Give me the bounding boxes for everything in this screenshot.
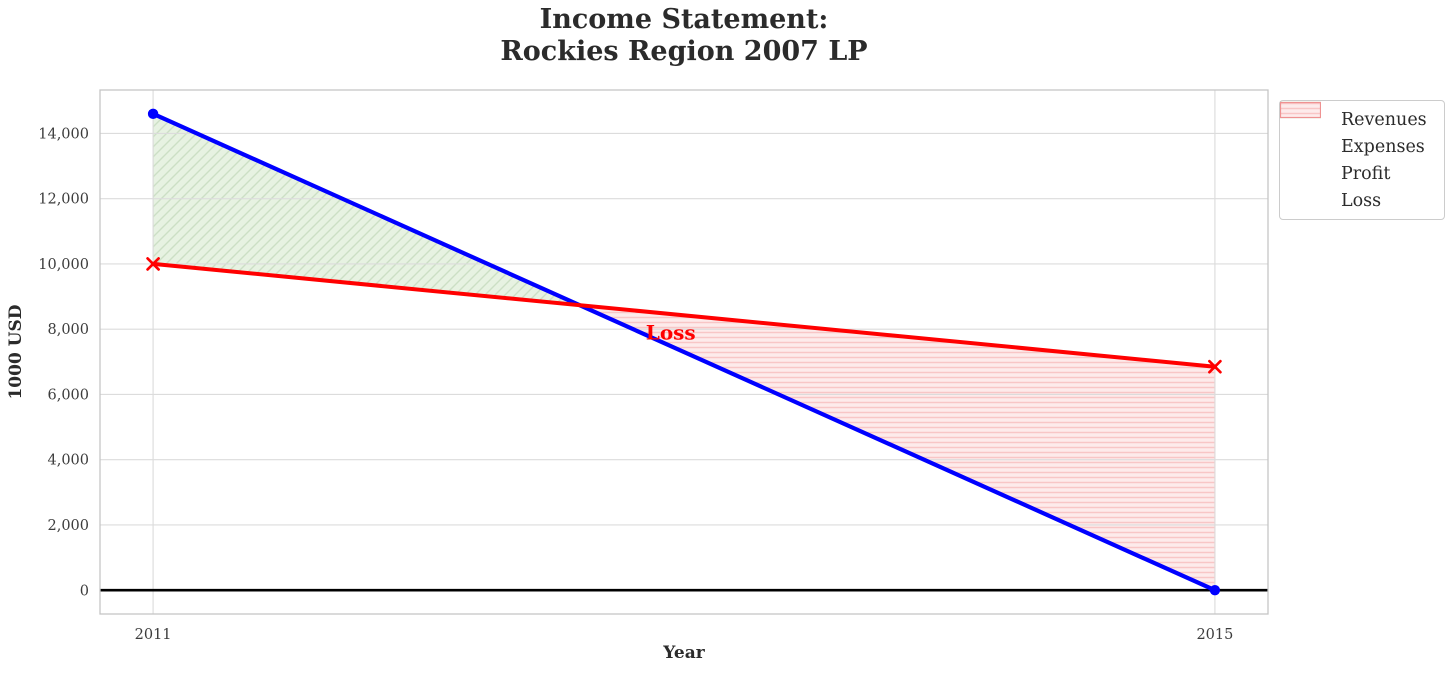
legend: Revenues Expenses Profit Loss	[1279, 100, 1445, 220]
axes-spines	[99, 89, 1269, 615]
revenues-marker	[147, 108, 159, 120]
legend-item-expenses: Expenses	[1280, 104, 1435, 160]
y-tick-label: 6,000	[47, 387, 89, 403]
loss-patch-swatch-svg	[1280, 101, 1321, 119]
x-tick-label: 2011	[135, 627, 172, 643]
chart-title: Income Statement: Rockies Region 2007 LP	[500, 4, 868, 67]
legend-loss-patch	[1280, 101, 1321, 119]
expenses-line	[151, 261, 1217, 369]
y-tick-label: 0	[80, 583, 89, 599]
y-tick-label: 8,000	[47, 322, 89, 338]
expenses-marker	[146, 257, 160, 271]
y-tick-label: 14,000	[38, 126, 89, 142]
y-tick-label: 2,000	[47, 518, 89, 534]
x-axis-label: Year	[663, 643, 705, 663]
x-tick-label: 2015	[1196, 627, 1233, 643]
y-tick-label: 4,000	[47, 453, 89, 469]
y-axis-label: 1000 USD	[6, 304, 26, 400]
legend-label-expenses: Expenses	[1341, 136, 1425, 157]
loss-patch-swatch	[1280, 101, 1330, 210]
y-tick-label: 10,000	[38, 257, 89, 273]
legend-item-loss: Loss	[1280, 101, 1435, 214]
legend-label-loss: Loss	[1341, 190, 1382, 211]
legend-label-revenues: Revenues	[1341, 109, 1427, 130]
y-tick-label: 12,000	[38, 192, 89, 208]
loss-annotation: Loss	[646, 320, 696, 344]
profit-patch-swatch	[1280, 101, 1330, 183]
legend-label-profit: Profit	[1341, 163, 1391, 184]
revenues-marker	[1209, 584, 1221, 596]
expenses-marker	[1208, 359, 1222, 374]
expenses-line-swatch	[1280, 104, 1330, 156]
legend-item-profit: Profit	[1280, 101, 1435, 187]
revenues-line	[151, 111, 1218, 593]
